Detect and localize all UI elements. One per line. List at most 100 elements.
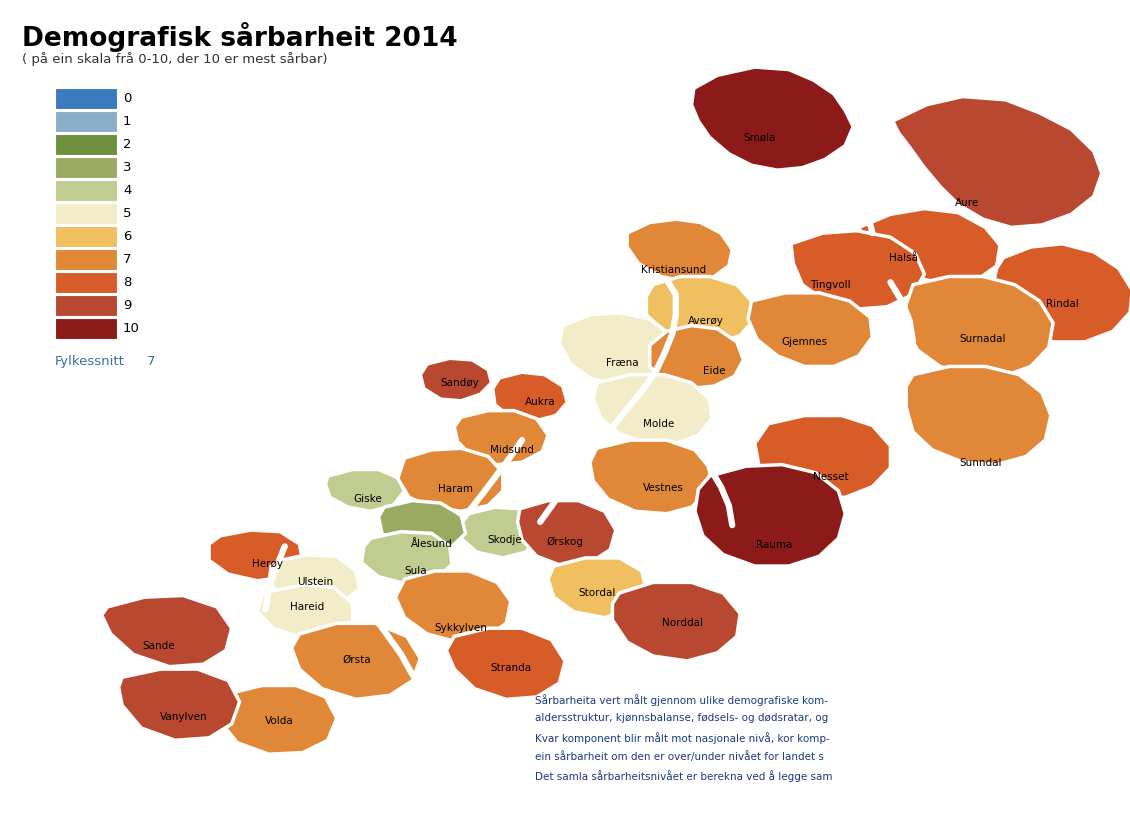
Text: Rindal: Rindal [1046, 299, 1078, 309]
Text: Gjemnes: Gjemnes [782, 337, 827, 347]
Polygon shape [748, 293, 872, 366]
Polygon shape [379, 501, 466, 552]
Text: Demografisk sårbarheit 2014: Demografisk sårbarheit 2014 [21, 22, 458, 52]
Text: 1: 1 [123, 115, 131, 128]
Text: Rauma: Rauma [756, 540, 792, 550]
Polygon shape [209, 530, 303, 581]
Text: Tingvoll: Tingvoll [810, 280, 851, 290]
Text: Sårbarheita vert målt gjennom ulike demografiske kom-: Sårbarheita vert målt gjennom ulike demo… [534, 694, 828, 706]
Text: 7: 7 [123, 253, 131, 266]
Polygon shape [650, 326, 744, 389]
Text: Eide: Eide [703, 366, 725, 376]
Text: aldersstruktur, kjønnsbalanse, fødsels- og dødsratar, og: aldersstruktur, kjønnsbalanse, fødsels- … [534, 713, 828, 723]
Text: 5: 5 [123, 207, 131, 220]
Text: Ulstein: Ulstein [297, 578, 333, 587]
Polygon shape [362, 532, 452, 584]
Bar [55, 88, 118, 109]
Text: 3: 3 [123, 161, 131, 174]
Bar [55, 203, 118, 224]
Text: Surnadal: Surnadal [959, 335, 1007, 344]
Polygon shape [791, 231, 924, 309]
Text: ( på ein skala frå 0-10, der 10 er mest sårbar): ( på ein skala frå 0-10, der 10 er mest … [21, 52, 328, 66]
Polygon shape [258, 585, 353, 638]
Bar [55, 226, 118, 247]
Text: 0: 0 [123, 92, 131, 105]
Text: Norddal: Norddal [662, 618, 703, 628]
Text: Ørsta: Ørsta [342, 654, 372, 664]
Text: Herøy: Herøy [252, 560, 284, 569]
Polygon shape [906, 366, 1051, 465]
Polygon shape [859, 209, 1000, 285]
Polygon shape [493, 372, 567, 421]
Polygon shape [220, 685, 337, 754]
Polygon shape [646, 276, 755, 344]
Polygon shape [692, 67, 853, 170]
Polygon shape [518, 501, 616, 566]
Polygon shape [893, 97, 1102, 227]
Text: Nesset: Nesset [812, 472, 849, 482]
Polygon shape [559, 312, 676, 386]
Polygon shape [612, 582, 740, 661]
Text: 2: 2 [123, 138, 131, 151]
Polygon shape [119, 669, 240, 740]
Text: 8: 8 [123, 276, 131, 289]
Text: Smøla: Smøla [744, 133, 775, 142]
Text: 6: 6 [123, 230, 131, 243]
Bar [55, 318, 118, 339]
Polygon shape [446, 628, 565, 699]
Polygon shape [593, 375, 712, 443]
Bar [55, 180, 118, 201]
Text: Averøy: Averøy [688, 317, 724, 326]
Text: Midsund: Midsund [490, 445, 533, 455]
Polygon shape [461, 507, 540, 558]
Text: Fylkessnitt: Fylkessnitt [55, 355, 125, 368]
Text: Skodje: Skodje [488, 535, 522, 545]
Polygon shape [398, 448, 503, 511]
Text: Det samla sårbarheitsnivået er berekna ved å legge sam: Det samla sårbarheitsnivået er berekna v… [534, 770, 833, 782]
Polygon shape [590, 440, 710, 514]
Text: Aure: Aure [955, 198, 980, 208]
Text: Fræna: Fræna [607, 358, 638, 368]
Polygon shape [325, 470, 405, 511]
Polygon shape [269, 555, 359, 607]
Polygon shape [755, 416, 890, 497]
Text: Stranda: Stranda [490, 663, 531, 673]
Polygon shape [695, 465, 845, 566]
Text: 10: 10 [123, 322, 140, 335]
Bar [55, 249, 118, 270]
Bar [55, 157, 118, 178]
Text: Volda: Volda [264, 717, 294, 726]
Text: Halså: Halså [889, 254, 919, 263]
Polygon shape [627, 219, 732, 282]
Text: Molde: Molde [643, 419, 675, 429]
Text: Haram: Haram [438, 484, 472, 494]
Text: Kristiansund: Kristiansund [641, 265, 706, 275]
Polygon shape [992, 244, 1130, 342]
Polygon shape [396, 571, 511, 642]
Text: Sandøy: Sandøy [441, 378, 479, 388]
Bar [55, 134, 118, 155]
Text: Ørskog: Ørskog [547, 537, 583, 546]
Text: 9: 9 [123, 299, 131, 312]
Polygon shape [292, 623, 420, 699]
Text: 4: 4 [123, 184, 131, 197]
Text: 7: 7 [147, 355, 156, 368]
Bar [55, 295, 118, 316]
Text: Aukra: Aukra [524, 398, 556, 407]
Polygon shape [906, 276, 1053, 376]
Text: Ålesund: Ålesund [411, 539, 452, 549]
Bar [55, 272, 118, 293]
Text: ein sårbarheit om den er over/under nivået for landet s: ein sårbarheit om den er over/under nivå… [534, 751, 824, 762]
Polygon shape [454, 411, 548, 465]
Polygon shape [548, 558, 646, 618]
Text: Hareid: Hareid [290, 602, 324, 612]
Text: Giske: Giske [353, 494, 382, 504]
Text: Sunndal: Sunndal [959, 458, 1002, 468]
Text: Sykkylven: Sykkylven [435, 623, 487, 633]
Polygon shape [420, 358, 492, 401]
Text: Sande: Sande [142, 641, 174, 651]
Bar [55, 111, 118, 132]
Text: Vanylven: Vanylven [160, 712, 208, 721]
Text: Sula: Sula [405, 566, 427, 576]
Text: Kvar komponent blir målt mot nasjonale nivå, kor komp-: Kvar komponent blir målt mot nasjonale n… [534, 732, 829, 744]
